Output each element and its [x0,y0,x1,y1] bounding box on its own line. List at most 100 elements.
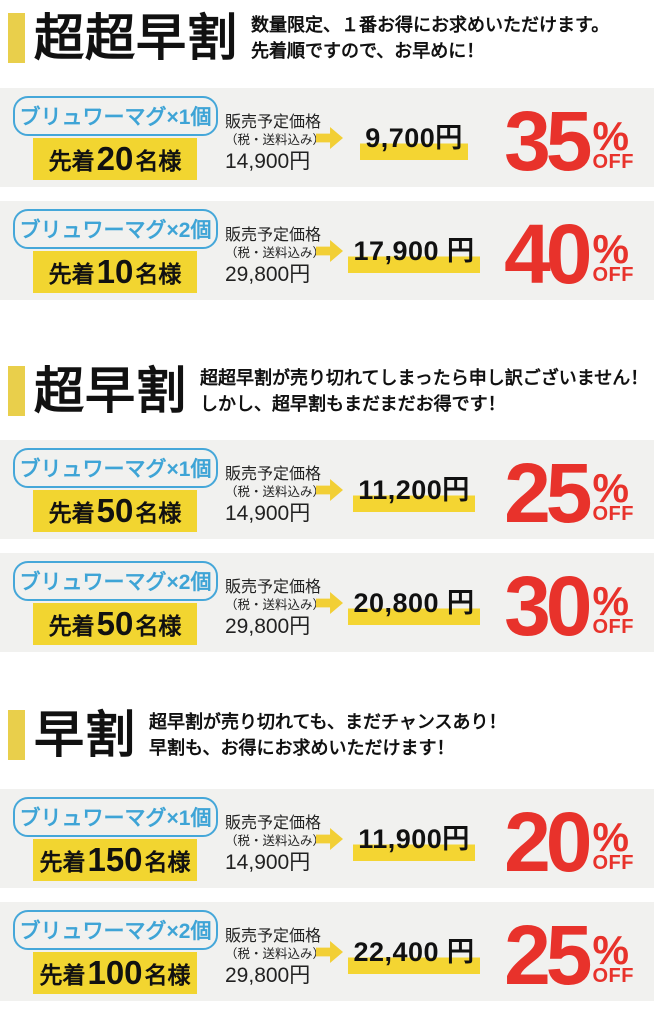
limit-prefix: 先着 [48,261,95,287]
discount-badge: 25 % OFF [504,907,635,1002]
subtitle-line-1: 超早割が売り切れても、まだチャンスあり！ [149,712,507,732]
offer-card: ブリュワーマグ×2個 先着 100 名様 販売予定価格 （税・送料込み） 29,80… [0,902,654,1001]
discount-badge: 20 % OFF [504,799,635,883]
discount-badge: 30 % OFF [504,558,635,653]
list-price-label: 販売予定価格 [225,815,322,832]
offer-card: ブリュワーマグ×2個 先着 10 名様 販売予定価格 （税・送料込み） 29,800… [0,201,654,300]
section-header-2: 超早割 超超早割が売り切れてしまったら申し訳ございません！ しかし、超早割もまだ… [0,365,654,417]
discount-unit: % OFF [592,814,635,874]
discount-number: 25 [504,907,592,1002]
section-title: 超超早割 [34,10,238,66]
list-price-block: 販売予定価格 （税・送料込み） 29,800円 [225,927,325,989]
limit-suffix: 名様 [135,261,182,287]
discount-unit: % OFF [592,113,635,173]
product-label: ブリュワーマグ×1個 [19,106,212,129]
discount-unit: % OFF [592,927,635,987]
discount-number: 40 [504,206,592,301]
product-badge: ブリュワーマグ×1個 [13,96,218,136]
percent-sign: % [592,927,629,974]
list-price-note: （税・送料込み） [225,485,326,499]
subtitle-line-2: 早割も、お得にお求めいただけます！ [149,738,455,758]
list-price-value: 29,800円 [225,263,311,286]
list-price-note: （税・送料込み） [225,133,326,147]
off-label: OFF [592,616,634,638]
sale-price-zone: 22,400 円 [343,902,485,1001]
discount-unit: % OFF [592,581,635,638]
list-price-block: 販売予定価格 （税・送料込み） 29,800円 [225,578,325,640]
product-badge: ブリュワーマグ×1個 [13,448,218,488]
sale-price-zone: 9,700円 [343,88,485,187]
sale-price: 11,200円 [353,467,475,512]
sale-price: 17,900 円 [348,228,480,273]
percent-sign: % [592,113,629,160]
product-label: ブリュワーマグ×1個 [19,458,212,481]
list-price-note: （税・送料込み） [225,598,326,612]
limit-count: 10 [96,253,134,290]
discount-badge: 25 % OFF [504,445,635,540]
list-price-note: （税・送料込み） [225,834,326,848]
product-label: ブリュワーマグ×2個 [19,920,212,943]
section-title: 早割 [34,707,136,763]
list-price-value: 14,900円 [225,502,311,525]
product-label: ブリュワーマグ×2個 [19,219,212,242]
off-label: OFF [592,965,634,987]
sale-price: 20,800 円 [348,580,480,625]
limit-count: 150 [87,841,143,878]
limit-badge: 先着 20 名様 [33,138,197,180]
list-price-block: 販売予定価格 （税・送料込み） 29,800円 [225,226,325,288]
subtitle-line-2: 先着順ですので、お早めに！ [251,41,485,61]
section-subtitle: 数量限定、１番お得にお求めいただけます。 先着順ですので、お早めに！ [251,12,609,64]
limit-prefix: 先着 [39,849,86,875]
limit-suffix: 名様 [144,849,191,875]
product-label: ブリュワーマグ×2個 [19,571,212,594]
section-title: 超早割 [34,363,187,419]
product-badge: ブリュワーマグ×2個 [13,561,218,601]
offer-card: ブリュワーマグ×1個 先着 50 名様 販売予定価格 （税・送料込み） 14,900… [0,440,654,539]
percent-sign: % [592,814,629,861]
subtitle-line-1: 数量限定、１番お得にお求めいただけます。 [251,15,610,35]
list-price-value: 14,900円 [225,851,311,874]
section-subtitle: 超超早割が売り切れてしまったら申し訳ございません！ しかし、超早割もまだまだお得… [200,365,648,417]
off-label: OFF [592,264,634,286]
list-price-label: 販売予定価格 [225,466,322,483]
list-price-label: 販売予定価格 [225,928,322,945]
discount-number: 35 [504,93,592,188]
list-price-block: 販売予定価格 （税・送料込み） 14,900円 [225,113,325,175]
discount-badge: 40 % OFF [504,206,635,301]
limit-prefix: 先着 [39,962,86,988]
offer-card: ブリュワーマグ×1個 先着 20 名様 販売予定価格 （税・送料込み） 14,900… [0,88,654,187]
product-label: ブリュワーマグ×1個 [19,807,212,830]
sale-price-zone: 17,900 円 [343,201,485,300]
limit-badge: 先着 10 名様 [33,251,197,293]
limit-count: 50 [96,605,134,642]
percent-sign: % [592,465,629,512]
discount-number: 25 [504,445,592,540]
discount-number: 30 [504,558,592,653]
sale-price-zone: 20,800 円 [343,553,485,652]
limit-suffix: 名様 [135,613,182,639]
yellow-bar-icon [8,366,25,416]
limit-count: 50 [96,492,134,529]
section-header-1: 超超早割 数量限定、１番お得にお求めいただけます。 先着順ですので、お早めに！ [0,12,654,64]
discount-unit: % OFF [592,229,635,286]
limit-badge: 先着 100 名様 [33,952,197,994]
discount-unit: % OFF [592,465,635,525]
sale-price: 11,900円 [353,816,475,861]
limit-count: 100 [87,954,143,991]
off-label: OFF [592,151,634,173]
list-price-label: 販売予定価格 [225,114,322,131]
sale-price-zone: 11,200円 [343,440,485,539]
list-price-value: 29,800円 [225,964,311,987]
list-price-block: 販売予定価格 （税・送料込み） 14,900円 [225,814,325,876]
list-price-block: 販売予定価格 （税・送料込み） 14,900円 [225,465,325,527]
list-price-value: 14,900円 [225,150,311,173]
limit-count: 20 [96,140,134,177]
limit-badge: 先着 50 名様 [33,490,197,532]
list-price-label: 販売予定価格 [225,227,322,244]
limit-suffix: 名様 [135,148,182,174]
section-subtitle: 超早割が売り切れても、まだチャンスあり！ 早割も、お得にお求めいただけます！ [149,709,506,761]
off-label: OFF [592,503,634,525]
discount-badge: 35 % OFF [504,93,635,188]
limit-badge: 先着 50 名様 [33,603,197,645]
off-label: OFF [592,852,634,874]
